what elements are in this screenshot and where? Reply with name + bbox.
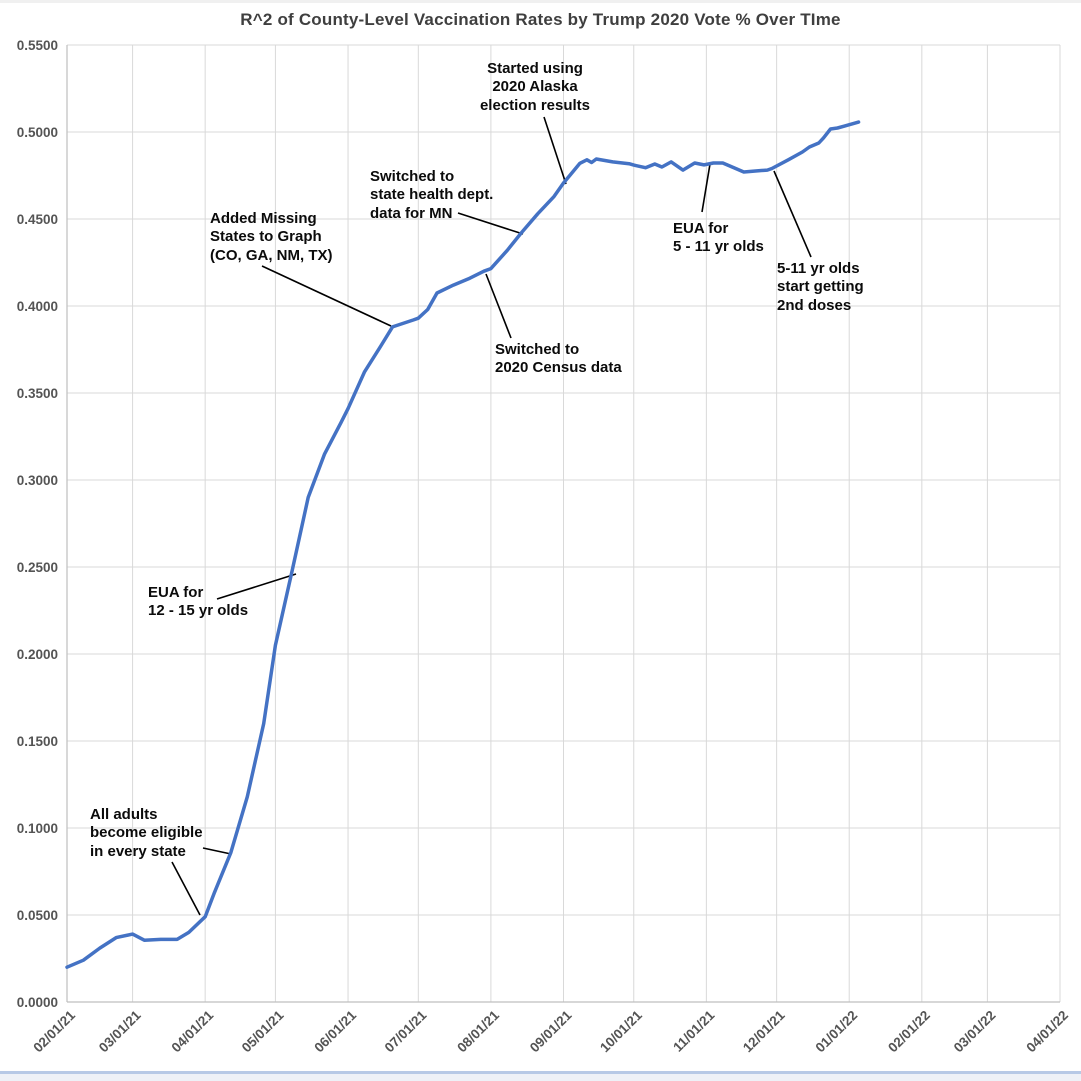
x-tick-label: 10/01/21	[597, 1007, 645, 1055]
x-tick-label: 01/01/22	[813, 1008, 861, 1056]
y-tick-label: 0.5500	[17, 38, 58, 53]
y-tick-label: 0.2000	[17, 647, 58, 662]
x-tick-label: 06/01/21	[311, 1007, 359, 1055]
annotation-alaska-results: Started using 2020 Alaska election resul…	[479, 60, 591, 114]
annotation-census-data: Switched to 2020 Census data	[495, 341, 622, 377]
x-tick-label: 03/01/21	[96, 1007, 144, 1055]
annotation-eua-12-15: EUA for 12 - 15 yr olds	[148, 584, 249, 620]
x-tick-label: 11/01/21	[670, 1007, 718, 1055]
y-tick-label: 0.4500	[17, 212, 58, 227]
y-tick-label: 0.3500	[17, 386, 58, 401]
y-tick-label: 0.4000	[17, 299, 58, 314]
y-tick-label: 0.0500	[17, 908, 58, 923]
y-tick-label: 0.5000	[17, 125, 58, 140]
x-tick-label: 08/01/21	[454, 1007, 502, 1055]
y-tick-label: 0.1500	[17, 734, 58, 749]
window-bottom-edge	[0, 1071, 1081, 1081]
annotation-all-adults: All adults become eligible in every stat…	[90, 806, 203, 860]
series-line-r2	[65, 120, 861, 969]
x-tick-labels: 02/01/21 03/01/21 04/01/21 05/01/21 06/01/21…	[30, 1007, 1071, 1055]
x-tick-label: 02/01/22	[885, 1008, 933, 1056]
x-tick-label: 12/01/21	[740, 1007, 788, 1055]
y-tick-label: 0.1000	[17, 821, 58, 836]
y-tick-label: 0.2500	[17, 560, 58, 575]
annotation-leaders	[171, 116, 812, 916]
annotation-eua-5-11: EUA for 5 - 11 yr olds	[673, 220, 764, 256]
x-tick-label: 09/01/21	[527, 1007, 575, 1055]
axes	[66, 45, 1060, 1003]
x-tick-label: 05/01/21	[239, 1007, 287, 1055]
annotation-added-missing-states: Added Missing States to Graph (CO, GA, N…	[210, 210, 333, 264]
x-tick-label: 03/01/22	[951, 1008, 999, 1056]
annotation-mn-health-dept: Switched to state health dept. data for …	[370, 168, 494, 222]
y-tick-label: 0.3000	[17, 473, 58, 488]
annotation-second-doses-5-11: 5-11 yr olds start getting 2nd doses	[777, 260, 864, 314]
window-top-edge	[0, 0, 1081, 3]
chart-title: R^2 of County-Level Vaccination Rates by…	[240, 10, 841, 29]
y-tick-labels: 0.5500 0.5000 0.4500 0.4000 0.3500 0.3000 0.25…	[17, 38, 58, 1010]
x-tick-label: 04/01/22	[1023, 1008, 1071, 1056]
x-tick-label: 04/01/21	[169, 1007, 217, 1055]
y-tick-label: 0.0000	[17, 995, 58, 1010]
x-tick-label: 07/01/21	[382, 1007, 430, 1055]
x-tick-label: 02/01/21	[30, 1007, 78, 1055]
